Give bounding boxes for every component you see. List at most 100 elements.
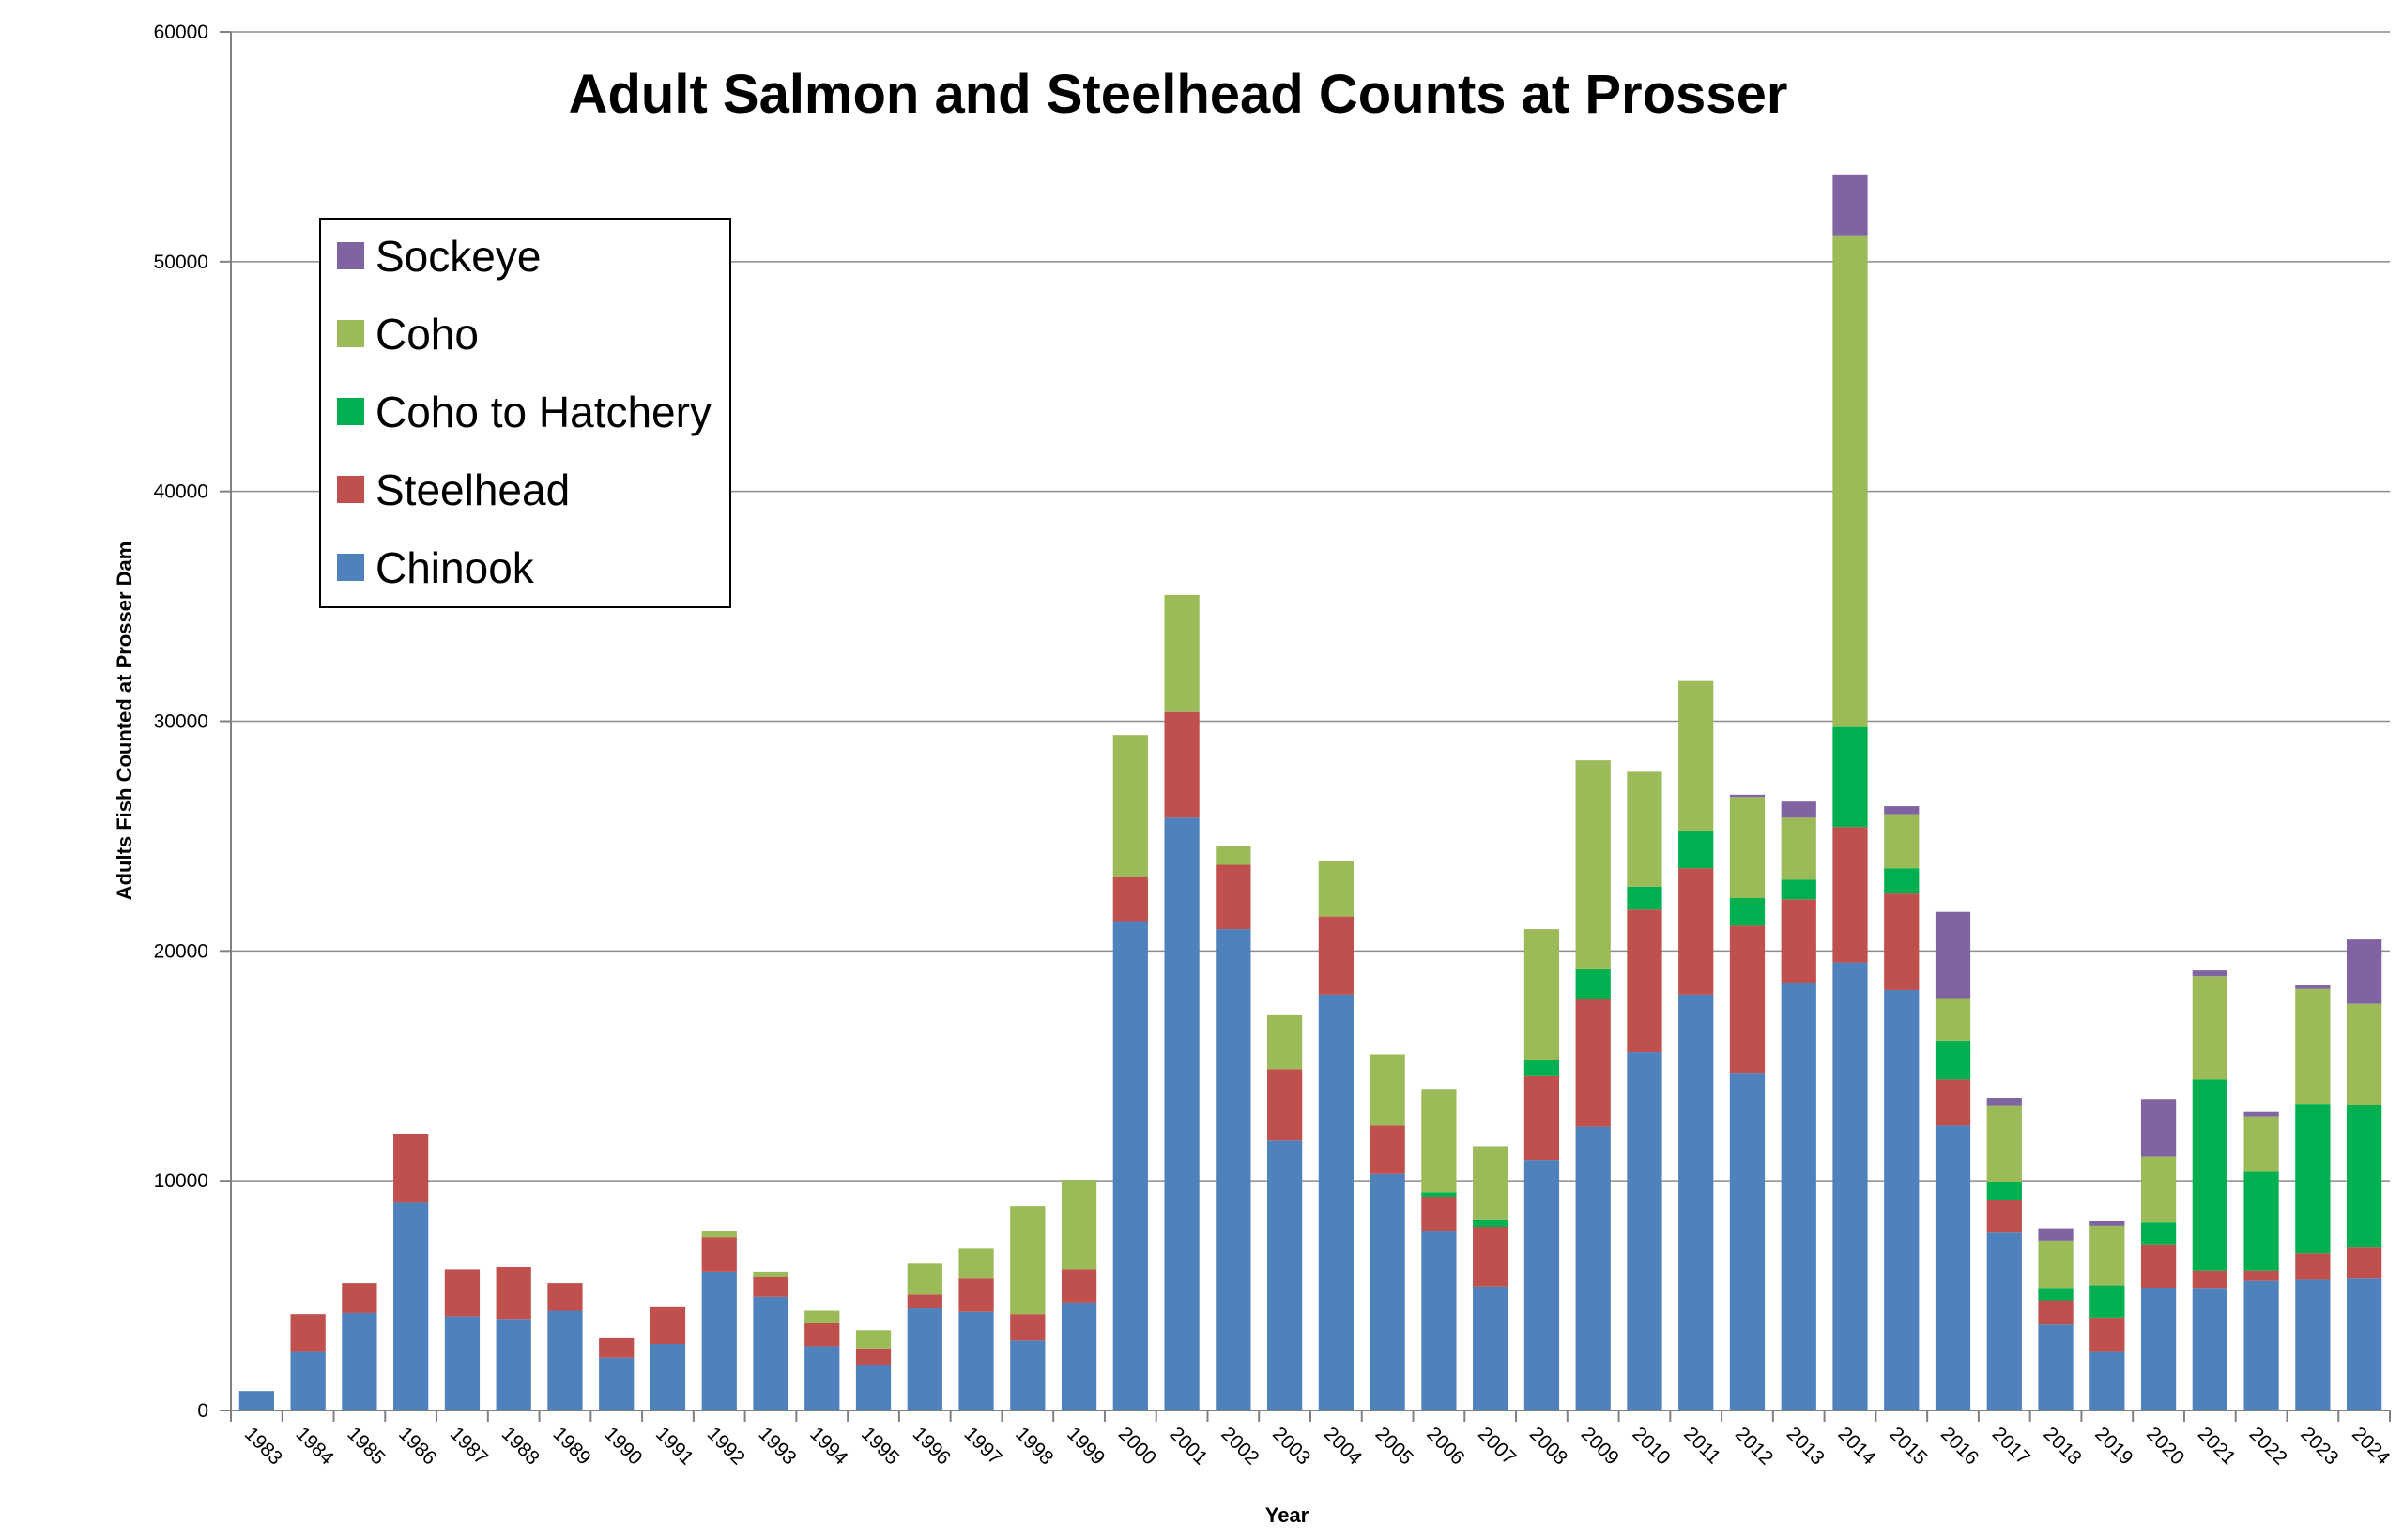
bar-coho-2018 (2038, 1240, 2074, 1289)
bar-coho-2011 (1678, 680, 1714, 832)
legend-label: Coho to Hatchery (375, 388, 712, 436)
bar-coho-to-hatchery-2023 (2295, 1104, 2331, 1254)
bar-coho-1998 (1010, 1206, 1046, 1315)
x-tick-label: 2019 (2090, 1423, 2136, 1469)
bar-steelhead-1997 (958, 1278, 994, 1312)
bar-chinook-1998 (1010, 1340, 1046, 1410)
bar-steelhead-2011 (1678, 868, 1714, 995)
legend-label: Sockeye (375, 232, 541, 281)
bar-steelhead-1996 (907, 1294, 942, 1309)
x-tick-label: 1985 (343, 1423, 389, 1469)
x-tick-label: 2002 (1217, 1423, 1263, 1469)
bar-coho-2002 (1216, 846, 1251, 865)
y-tick-label: 10000 (154, 1170, 208, 1192)
bar-steelhead-1999 (1061, 1269, 1097, 1303)
bar-coho-2023 (2295, 988, 2331, 1105)
bar-coho-2021 (2192, 976, 2227, 1080)
bar-coho-2020 (2140, 1156, 2177, 1223)
x-tick-label: 2022 (2245, 1423, 2291, 1469)
bar-chinook-1987 (444, 1316, 481, 1410)
x-tick-label: 2003 (1268, 1423, 1314, 1469)
bar-chinook-1991 (650, 1343, 686, 1410)
bar-coho-to-hatchery-2015 (1884, 868, 1920, 894)
bar-chinook-1992 (701, 1271, 737, 1410)
x-tick-label: 2004 (1320, 1423, 1367, 1470)
x-tick-label: 1998 (1011, 1423, 1057, 1469)
x-tick-label: 2010 (1628, 1423, 1674, 1469)
bar-coho-2015 (1884, 814, 1920, 869)
bar-sockeye-2016 (1935, 911, 1971, 999)
bar-sockeye-2021 (2192, 970, 2227, 977)
bar-chinook-1990 (599, 1357, 635, 1410)
legend-item-coho: Coho (337, 310, 479, 358)
bar-steelhead-2003 (1267, 1069, 1303, 1141)
bar-chinook-1988 (496, 1319, 531, 1410)
bar-coho-2009 (1575, 760, 1611, 969)
bar-coho-2003 (1267, 1014, 1303, 1070)
x-tick-label: 2024 (2348, 1423, 2395, 1470)
bar-chinook-2002 (1216, 929, 1251, 1410)
x-tick-label: 2000 (1114, 1423, 1160, 1469)
x-tick-label: 2001 (1166, 1423, 1212, 1469)
bar-coho-to-hatchery-2024 (2347, 1105, 2382, 1248)
bar-coho-1995 (855, 1330, 892, 1349)
bar-steelhead-2014 (1832, 827, 1868, 963)
bar-coho-1992 (701, 1231, 737, 1238)
y-tick-label: 40000 (154, 481, 208, 503)
bar-steelhead-2020 (2140, 1244, 2177, 1288)
legend-label: Chinook (375, 543, 535, 592)
bar-coho-to-hatchery-2007 (1473, 1219, 1508, 1227)
grid-layer (220, 31, 2390, 1411)
x-tick-label: 1993 (754, 1423, 800, 1469)
bar-coho-to-hatchery-2021 (2192, 1079, 2227, 1271)
bar-coho-2022 (2243, 1116, 2279, 1172)
bar-coho-2005 (1370, 1054, 1405, 1126)
bar-steelhead-2004 (1318, 916, 1354, 995)
bar-coho-2019 (2089, 1225, 2125, 1286)
bar-steelhead-1992 (701, 1237, 737, 1272)
bar-chinook-1985 (342, 1312, 377, 1410)
bar-chinook-1999 (1061, 1302, 1097, 1410)
bar-sockeye-2013 (1781, 801, 1816, 818)
bar-chinook-1996 (907, 1308, 942, 1410)
bar-coho-2017 (1986, 1105, 2022, 1182)
bar-chinook-2023 (2295, 1279, 2331, 1410)
bar-steelhead-2002 (1216, 864, 1251, 930)
bar-coho-to-hatchery-2014 (1832, 726, 1868, 828)
bar-steelhead-2009 (1575, 999, 1611, 1127)
bar-steelhead-2021 (2192, 1270, 2227, 1289)
bar-steelhead-2023 (2295, 1253, 2331, 1280)
x-tick-label: 2005 (1371, 1423, 1417, 1469)
bar-steelhead-1989 (547, 1283, 583, 1311)
bar-steelhead-1985 (342, 1283, 377, 1313)
bar-sockeye-2015 (1884, 806, 1920, 815)
bar-chinook-2013 (1781, 983, 1816, 1410)
y-tick-label: 60000 (154, 22, 208, 43)
bar-sockeye-2023 (2295, 985, 2331, 989)
bar-chinook-2020 (2140, 1288, 2177, 1410)
bar-chinook-2019 (2089, 1351, 2125, 1410)
bar-steelhead-2015 (1884, 893, 1920, 990)
bar-steelhead-2001 (1164, 711, 1200, 818)
bar-coho-2007 (1473, 1146, 1508, 1220)
bar-chinook-1997 (958, 1311, 994, 1410)
x-tick-label: 1983 (240, 1423, 286, 1469)
x-tick-label: 1986 (394, 1423, 440, 1469)
legend-swatch (337, 554, 364, 581)
bar-steelhead-2008 (1523, 1075, 1560, 1161)
bar-chinook-1983 (238, 1391, 274, 1410)
bar-coho-to-hatchery-2016 (1935, 1040, 1971, 1080)
bar-chinook-2018 (2038, 1324, 2074, 1410)
bar-chinook-2004 (1318, 994, 1354, 1410)
bar-coho-1993 (753, 1271, 788, 1277)
legend-item-coho-to-hatchery: Coho to Hatchery (337, 388, 712, 436)
bar-chinook-1995 (855, 1365, 892, 1410)
bar-steelhead-2010 (1627, 909, 1662, 1053)
bar-steelhead-1994 (804, 1322, 840, 1347)
bar-chinook-2021 (2192, 1288, 2227, 1410)
legend-swatch (337, 320, 364, 347)
y-tick-label: 30000 (154, 711, 208, 733)
y-axis-title: Adults Fish Counted at Prosser Dam (113, 541, 136, 901)
x-tick-label: 2023 (2296, 1423, 2342, 1469)
x-tick-label: 2013 (1783, 1423, 1829, 1469)
